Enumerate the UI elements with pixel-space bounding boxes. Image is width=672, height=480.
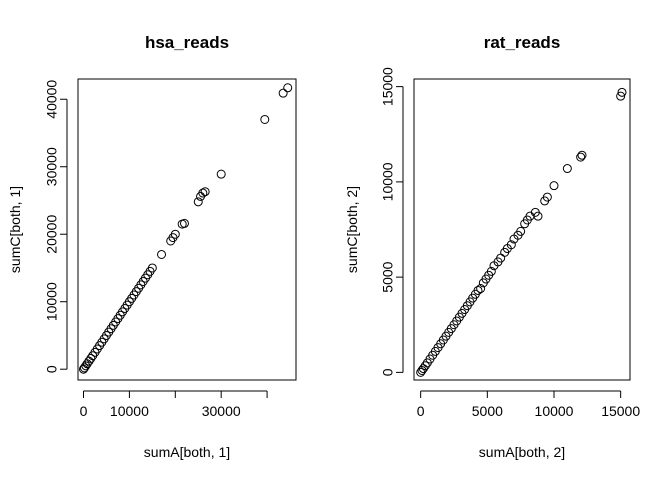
y-axis-label: sumC[both, 2]	[344, 186, 360, 273]
data-point	[193, 197, 203, 207]
data-point	[506, 240, 516, 250]
chart-title: rat_reads	[484, 33, 561, 52]
data-point	[533, 211, 543, 221]
data-point	[170, 229, 180, 239]
x-axis: 0 5000 10000 15000	[417, 390, 640, 419]
y-tick-label: 10000	[44, 282, 60, 321]
x-tick-label: 5000	[472, 403, 503, 419]
y-tick-label: 15000	[380, 67, 396, 106]
data-point	[473, 285, 483, 295]
hsa-reads-panel: hsa_reads 0 10000 30000 0 10000 20000 30000 40…	[7, 33, 297, 460]
data-point	[260, 114, 270, 124]
data-point	[216, 169, 226, 179]
data-point	[81, 361, 91, 371]
x-axis: 0 10000 30000	[80, 390, 268, 419]
scatter-points	[416, 87, 627, 377]
data-point	[476, 284, 486, 294]
data-point	[417, 365, 427, 375]
x-tick-label: 0	[417, 403, 425, 419]
data-point	[157, 249, 167, 259]
data-point	[420, 361, 430, 371]
y-tick-label: 0	[380, 368, 396, 376]
rat-reads-panel: rat_reads 0 5000 10000 15000 0 5000 10000 1500…	[344, 33, 640, 460]
x-axis-label: sumA[both, 1]	[144, 444, 230, 460]
plot-frame	[413, 78, 631, 381]
plot-frame	[77, 78, 297, 381]
y-axis-label: sumC[both, 1]	[7, 186, 23, 273]
y-tick-label: 5000	[380, 261, 396, 292]
data-point	[283, 83, 293, 93]
data-point	[200, 187, 210, 197]
x-tick-label: 15000	[601, 403, 640, 419]
y-tick-label: 10000	[380, 162, 396, 201]
y-tick-label: 20000	[44, 215, 60, 254]
data-point	[278, 88, 288, 98]
data-point	[147, 263, 157, 273]
scatter-points	[79, 83, 293, 374]
y-tick-label: 0	[44, 365, 60, 373]
data-point	[542, 192, 552, 202]
data-point	[577, 150, 587, 160]
data-point	[576, 152, 586, 162]
x-tick-label: 0	[80, 403, 88, 419]
data-point	[179, 218, 189, 228]
y-axis: 0 10000 20000 30000 40000	[44, 80, 68, 373]
data-point	[549, 181, 559, 191]
data-point	[86, 353, 96, 363]
y-axis: 0 5000 10000 15000	[380, 67, 404, 376]
data-point	[616, 91, 626, 101]
x-tick-label: 30000	[202, 403, 241, 419]
x-tick-label: 10000	[110, 403, 149, 419]
data-point	[486, 266, 496, 276]
data-point	[562, 164, 572, 174]
chart-title: hsa_reads	[145, 33, 229, 52]
y-tick-label: 40000	[44, 80, 60, 119]
y-tick-label: 30000	[44, 147, 60, 186]
data-point	[617, 87, 627, 97]
x-axis-label: sumA[both, 2]	[479, 444, 565, 460]
data-point	[516, 226, 526, 236]
x-tick-label: 10000	[535, 403, 574, 419]
data-point	[198, 188, 208, 198]
